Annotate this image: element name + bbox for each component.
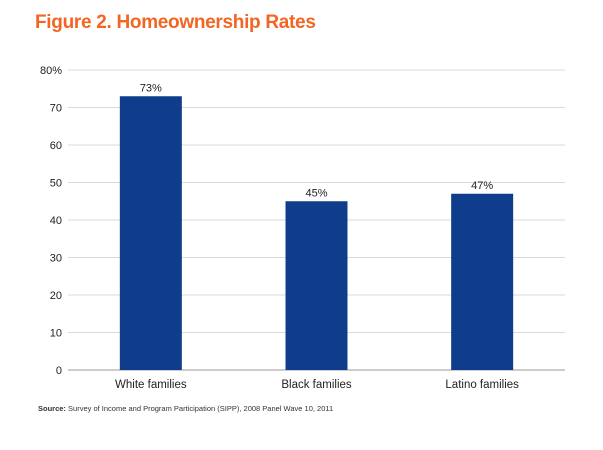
x-tick-label: White families <box>115 379 187 391</box>
y-tick-label: 50 <box>50 178 62 190</box>
bar <box>119 96 182 370</box>
bar <box>285 201 348 370</box>
y-tick-label: 10 <box>50 328 62 340</box>
source-text: Survey of Income and Program Participati… <box>68 404 334 413</box>
y-tick-label: 70 <box>50 103 62 115</box>
data-label: 73% <box>140 82 162 94</box>
x-tick-label: Latino families <box>445 379 519 391</box>
data-label: 45% <box>305 187 327 199</box>
chart-title: Figure 2. Homeownership Rates <box>35 12 316 33</box>
y-tick-label: 40 <box>50 215 62 227</box>
x-tick-label: Black families <box>281 379 352 391</box>
y-tick-label: 30 <box>50 253 62 265</box>
y-tick-label: 20 <box>50 290 62 302</box>
bar <box>451 193 514 370</box>
y-tick-label: 0 <box>56 365 62 377</box>
y-tick-label: 80% <box>40 65 62 77</box>
y-tick-label: 60 <box>50 140 62 152</box>
source-label: Source: <box>38 404 66 413</box>
source-note: Source: Survey of Income and Program Par… <box>38 404 333 413</box>
data-label: 47% <box>471 180 493 192</box>
